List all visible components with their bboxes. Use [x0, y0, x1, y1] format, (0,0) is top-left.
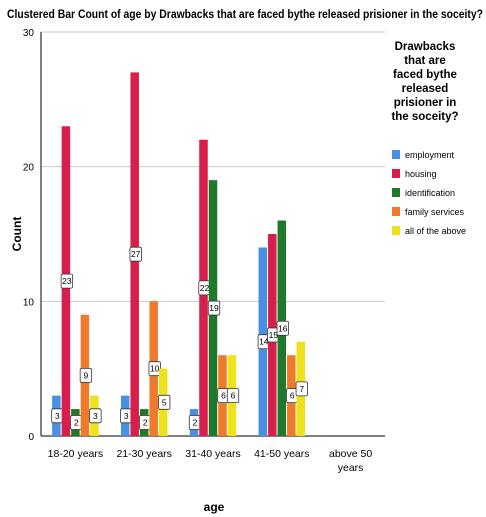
legend-swatch — [392, 169, 400, 178]
legend-item-label: family services — [405, 207, 465, 217]
legend-item-label: employment — [405, 150, 455, 160]
data-label-box — [79, 367, 93, 383]
data-label: 5 — [162, 397, 167, 407]
x-tick-label: 21-30 years — [116, 448, 171, 460]
chart-title: Clustered Bar Count of age by Drawbacks … — [7, 9, 483, 21]
data-label: 3 — [93, 411, 98, 421]
data-label: 6 — [290, 391, 295, 401]
data-label-box — [158, 394, 171, 410]
data-label: 15 — [269, 330, 279, 340]
y-tick-label: 0 — [28, 432, 34, 443]
data-label-box — [129, 246, 142, 262]
data-label: 3 — [124, 411, 129, 421]
data-label: 19 — [209, 303, 219, 313]
data-label: 22 — [200, 283, 210, 293]
legend-item-label: housing — [405, 169, 437, 179]
data-label-box — [60, 273, 74, 289]
x-tick-label: 41-50 years — [254, 448, 309, 460]
data-label-box — [295, 381, 308, 397]
x-tick-label: years — [338, 462, 364, 474]
data-label-box — [89, 408, 102, 424]
legend-title: that are — [404, 55, 446, 67]
legend-title: Drawbacks — [395, 41, 456, 53]
x-tick-label: above 50 — [329, 448, 372, 460]
data-label: 7 — [299, 384, 304, 394]
legend-swatch — [392, 226, 400, 235]
y-tick-label: 10 — [23, 297, 35, 308]
data-label-box — [276, 320, 289, 336]
data-label: 2 — [74, 418, 79, 428]
data-label: 2 — [143, 418, 148, 428]
x-tick-label: 31-40 years — [185, 448, 240, 460]
legend-title: prisioner in — [394, 97, 457, 109]
legend-item-label: all of the above — [405, 226, 466, 236]
data-label: 23 — [62, 276, 72, 286]
legend-swatch — [392, 188, 400, 197]
legend-title: faced bythe — [393, 69, 457, 81]
data-label: 14 — [259, 337, 269, 347]
data-label: 6 — [221, 391, 226, 401]
legend-title: released — [402, 83, 449, 95]
legend: Drawbacks that are faced bythe released pris… — [391, 41, 466, 236]
x-axis-title: age — [204, 500, 225, 514]
y-axis-title: Count — [10, 217, 24, 252]
legend-item-label: identification — [405, 188, 455, 198]
y-tick-label: 20 — [23, 163, 35, 174]
data-label-box — [226, 388, 240, 404]
legend-title: the soceity? — [391, 111, 458, 123]
x-tick-label: 18-20 years — [48, 448, 103, 460]
legend-swatch — [392, 150, 400, 159]
data-label: 3 — [55, 411, 60, 421]
data-label: 27 — [131, 249, 141, 259]
data-label-box — [207, 300, 221, 316]
y-tick-label: 30 — [23, 28, 35, 39]
data-label: 10 — [150, 364, 160, 374]
data-label: 2 — [193, 418, 198, 428]
data-label: 9 — [84, 370, 89, 380]
data-label: 16 — [278, 323, 288, 333]
legend-swatch — [392, 207, 400, 216]
data-label: 6 — [231, 391, 236, 401]
